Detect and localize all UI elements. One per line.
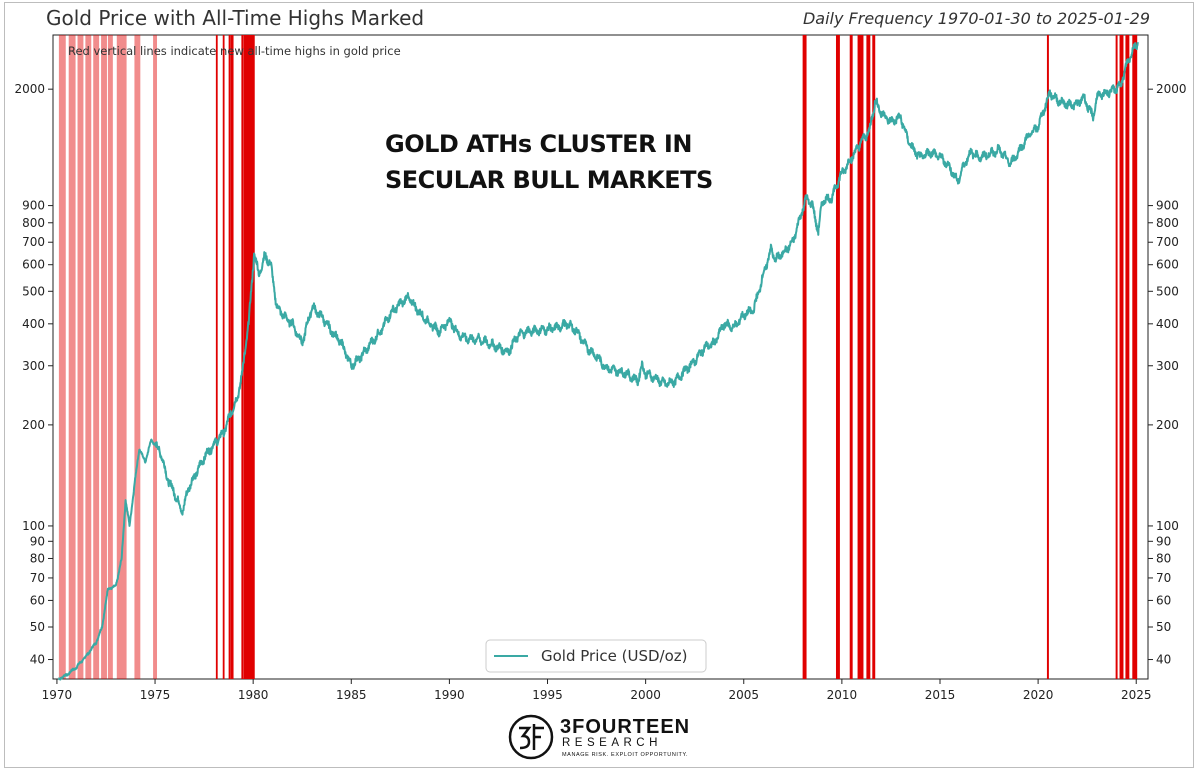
figure-frame [4, 2, 1194, 768]
y-tick-label-right: 800 [1156, 216, 1179, 230]
x-tick-label: 2025 [1121, 688, 1152, 702]
y-tick-label-right: 80 [1156, 551, 1171, 565]
ath-band [222, 35, 225, 679]
ath-band-light [153, 35, 158, 679]
ath-band-light [116, 35, 127, 679]
x-tick-label: 2005 [728, 688, 759, 702]
ath-band [230, 35, 234, 679]
y-tick-label-left: 80 [30, 551, 45, 565]
plot-area-border [52, 34, 1149, 680]
ath-markers [58, 35, 1138, 679]
y-tick-label-right: 600 [1156, 258, 1179, 272]
y-tick-label-left: 600 [22, 258, 45, 272]
y-tick-label-right: 90 [1156, 534, 1171, 548]
ath-band [1115, 35, 1118, 679]
ath-band [1119, 35, 1124, 679]
ath-band-light [134, 35, 141, 679]
ath-band-light [101, 35, 107, 679]
price-series [57, 42, 1139, 681]
ath-band [1125, 35, 1130, 679]
y-tick-label-left: 400 [22, 317, 45, 331]
ath-band [1132, 35, 1138, 679]
chart-title: Gold Price with All-Time Highs Marked [46, 6, 425, 30]
ath-band-light [68, 35, 76, 679]
ath-band [1046, 35, 1049, 679]
ath-band [835, 35, 840, 679]
y-tick-label-right: 60 [1156, 593, 1171, 607]
legend-box [485, 639, 707, 673]
ath-annotation: Red vertical lines indicate new all-time… [68, 44, 401, 58]
y-tick-label-left: 2000 [14, 82, 45, 96]
ath-band-light [93, 35, 100, 679]
x-tick-label: 1990 [434, 688, 465, 702]
x-tick-label: 2000 [630, 688, 661, 702]
y-tick-label-right: 2000 [1156, 82, 1187, 96]
y-tick-label-right: 400 [1156, 317, 1179, 331]
y-tick-label-left: 60 [30, 593, 45, 607]
y-tick-label-left: 90 [30, 534, 45, 548]
logo-tagline: MANAGE RISK. EXPLOIT OPPORTUNITY. [562, 752, 689, 758]
company-logo: 3FOURTEEN RESEARCH MANAGE RISK. EXPLOIT … [508, 712, 698, 764]
logo-mark-icon [508, 714, 554, 760]
x-tick-label: 1975 [140, 688, 171, 702]
y-tick-label-right: 300 [1156, 359, 1179, 373]
logo-subtitle: RESEARCH [562, 737, 662, 749]
x-tick-label: 1980 [238, 688, 269, 702]
ath-band [228, 35, 231, 679]
y-tick-label-right: 500 [1156, 284, 1179, 298]
ath-band [866, 35, 871, 679]
y-tick-label-left: 40 [30, 653, 45, 667]
ath-band-light [85, 35, 92, 679]
y-tick-label-right: 200 [1156, 418, 1179, 432]
y-tick-label-left: 900 [22, 199, 45, 213]
headline-line-2: SECULAR BULL MARKETS [385, 166, 713, 194]
ath-band [241, 35, 244, 679]
ath-band [802, 35, 807, 679]
headline-line-1: GOLD ATHs CLUSTER IN [385, 130, 692, 158]
y-tick-label-left: 50 [30, 620, 45, 634]
y-tick-label-right: 40 [1156, 653, 1171, 667]
x-tick-label: 1970 [42, 688, 73, 702]
ath-band-light [77, 35, 84, 679]
y-tick-label-left: 700 [22, 235, 45, 249]
ath-band [215, 35, 218, 679]
y-tick-label-left: 500 [22, 284, 45, 298]
legend-label: Gold Price (USD/oz) [541, 647, 687, 665]
legend: Gold Price (USD/oz) [485, 639, 707, 673]
y-tick-label-right: 70 [1156, 571, 1171, 585]
ath-band-light [58, 35, 66, 679]
y-tick-label-right: 700 [1156, 235, 1179, 249]
x-tick-label: 1995 [532, 688, 563, 702]
y-tick-label-left: 70 [30, 571, 45, 585]
y-tick-label-left: 800 [22, 216, 45, 230]
logo-name: 3FOURTEEN [560, 716, 691, 738]
ath-band [849, 35, 853, 679]
y-tick-label-left: 100 [22, 519, 45, 533]
x-tick-label: 2015 [925, 688, 956, 702]
x-tick-label: 1985 [336, 688, 367, 702]
ath-band-light [107, 35, 113, 679]
x-tick-label: 2020 [1023, 688, 1054, 702]
ath-band [243, 35, 255, 679]
y-tick-label-right: 50 [1156, 620, 1171, 634]
y-tick-label-left: 300 [22, 359, 45, 373]
y-tick-label-left: 200 [22, 418, 45, 432]
y-tick-label-right: 100 [1156, 519, 1179, 533]
y-tick-label-right: 900 [1156, 199, 1179, 213]
chart-subtitle: Daily Frequency 1970-01-30 to 2025-01-29 [802, 9, 1150, 28]
axes: 1970 1975 1980 1985 1990 1995 2000 2005 2010 2015… [14, 82, 1186, 702]
ath-band [857, 35, 864, 679]
x-tick-label: 2010 [827, 688, 858, 702]
gold-price-line [57, 42, 1139, 681]
ath-band [872, 35, 876, 679]
